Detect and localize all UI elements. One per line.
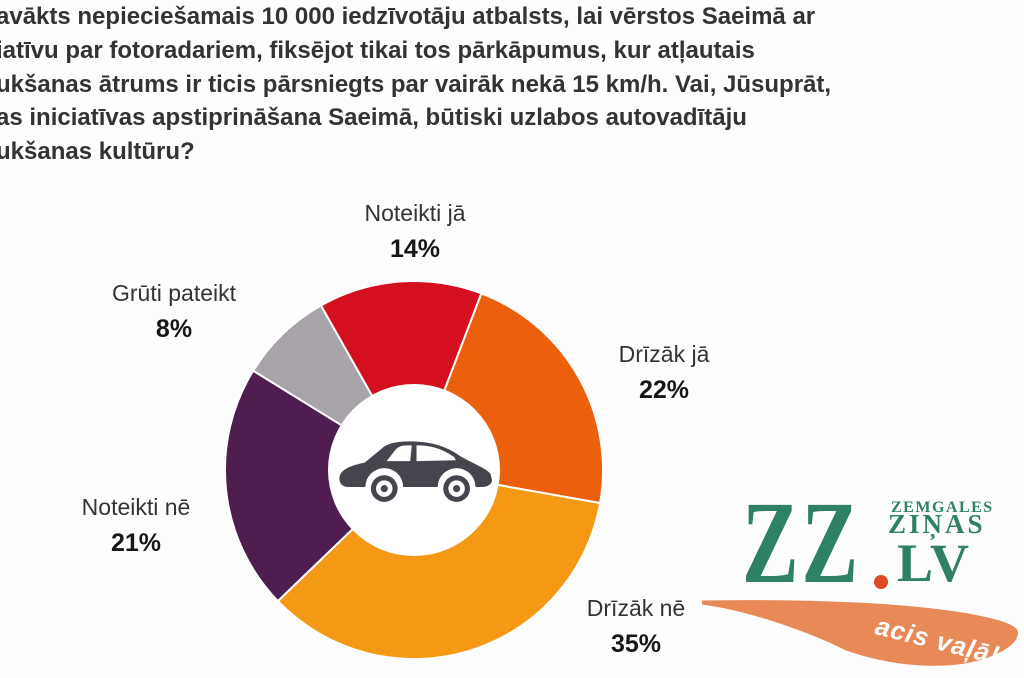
car-body (339, 441, 492, 488)
logo-lv-text: LV (897, 533, 972, 593)
slice-callout-gruti-pateikt: Grūti pateikt 8% (112, 275, 236, 347)
slice-percent: 14% (389, 235, 441, 263)
survey-question-text: avākts nepieciešamais 10 000 iedzīvotāju… (0, 3, 832, 166)
slice-percent: 35% (610, 630, 662, 658)
car-icon (339, 441, 492, 502)
logo-zinas-text: ZIŅAS (888, 509, 986, 539)
car-rear-window (416, 445, 456, 462)
logo-dot (874, 575, 888, 589)
slice-label: Grūti pateikt (112, 280, 236, 306)
car-front-window (386, 445, 412, 462)
slice-callout-drizak-ja: Drīzāk jā 22% (619, 336, 710, 408)
slice-percent: 22% (638, 376, 690, 404)
slice-label: Noteikti nē (81, 494, 191, 520)
slice-callout-noteikti-ne: Noteikti nē 21% (82, 489, 191, 561)
slice-label: Drīzāk jā (618, 341, 710, 367)
donut-slice-2 (276, 468, 602, 660)
slice-percent: 8% (155, 315, 193, 343)
donut-slice-3 (224, 369, 416, 603)
swoosh-shape (702, 600, 1019, 666)
slice-label: Noteikti jā (364, 200, 466, 226)
slice-label: Drīzāk nē (586, 595, 686, 621)
logo-zemgales-text: ZEMGALES (891, 499, 994, 516)
logo-zz-text: ZZ (742, 477, 862, 608)
car-rear-wheel-hub (453, 485, 461, 493)
slice-percent: 21% (110, 529, 162, 557)
car-front-wheel-hub (380, 485, 388, 493)
donut-slice-0 (319, 279, 483, 473)
slice-callout-noteikti-ja: Noteikti jā 14% (365, 195, 466, 267)
slice-callout-drizak-ne: Drīzāk nē 35% (587, 590, 685, 662)
